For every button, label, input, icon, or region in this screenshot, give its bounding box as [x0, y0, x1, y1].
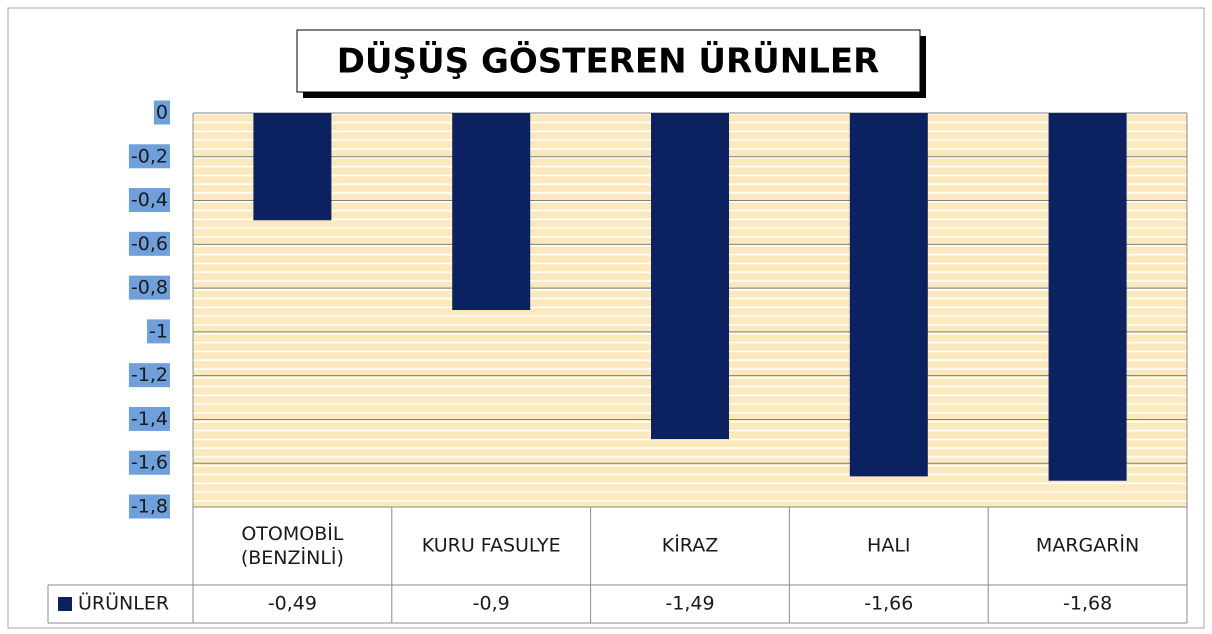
legend-label: ÜRÜNLER: [78, 592, 169, 615]
y-tick-label-bg: [147, 319, 170, 344]
x-tick-label: OTOMOBİL (BENZİNLİ): [241, 522, 344, 569]
data-table-value: -1,49: [665, 593, 714, 615]
y-tick-label-bg: [128, 363, 170, 388]
y-tick-label: -1: [149, 320, 168, 342]
y-tick-label: -0,2: [131, 145, 168, 167]
y-tick-label: 0: [156, 102, 168, 124]
bar: [849, 113, 928, 477]
y-tick-label-bg: [128, 406, 170, 431]
data-table-value: -1,66: [864, 593, 913, 615]
y-tick-label-bg: [128, 231, 170, 256]
bar: [651, 113, 729, 440]
y-tick-label-bg: [128, 275, 170, 300]
bar: [253, 113, 332, 221]
title-box: [296, 29, 921, 93]
y-tick-label: -1,4: [131, 408, 168, 430]
data-table-value: -1,68: [1063, 593, 1112, 615]
y-tick-label: -0,6: [131, 233, 168, 255]
bar: [1048, 113, 1127, 481]
y-axis-labels: 0 -0,2 -0,4 -0,6 -0,8 -1 -1,2 -1,4 -1,6 -1,8: [128, 100, 170, 519]
y-tick-label-bg: [128, 494, 170, 519]
y-tick-label-bg: [153, 100, 170, 125]
x-tick-label: KİRAZ: [662, 534, 719, 557]
y-tick-label-bg: [128, 188, 170, 213]
y-tick-label: -0,8: [131, 277, 168, 299]
x-tick-label: MARGARİN: [1036, 534, 1139, 557]
x-tick-label: KURU FASULYE: [422, 535, 561, 557]
data-table-value: -0,49: [268, 593, 317, 615]
chart-title: DÜŞÜŞ GÖSTEREN ÜRÜNLER: [337, 41, 880, 82]
legend-key: [58, 597, 72, 611]
x-tick-label: HALI: [867, 535, 910, 557]
y-tick-label: -1,2: [131, 364, 168, 386]
y-tick-label: -0,4: [131, 189, 168, 211]
data-table-value: -0,9: [473, 593, 510, 615]
y-tick-label: -1,6: [131, 452, 168, 474]
y-tick-label: -1,8: [131, 496, 168, 518]
y-tick-label-bg: [128, 450, 170, 475]
y-tick-label-bg: [128, 144, 170, 169]
bar: [452, 113, 531, 310]
